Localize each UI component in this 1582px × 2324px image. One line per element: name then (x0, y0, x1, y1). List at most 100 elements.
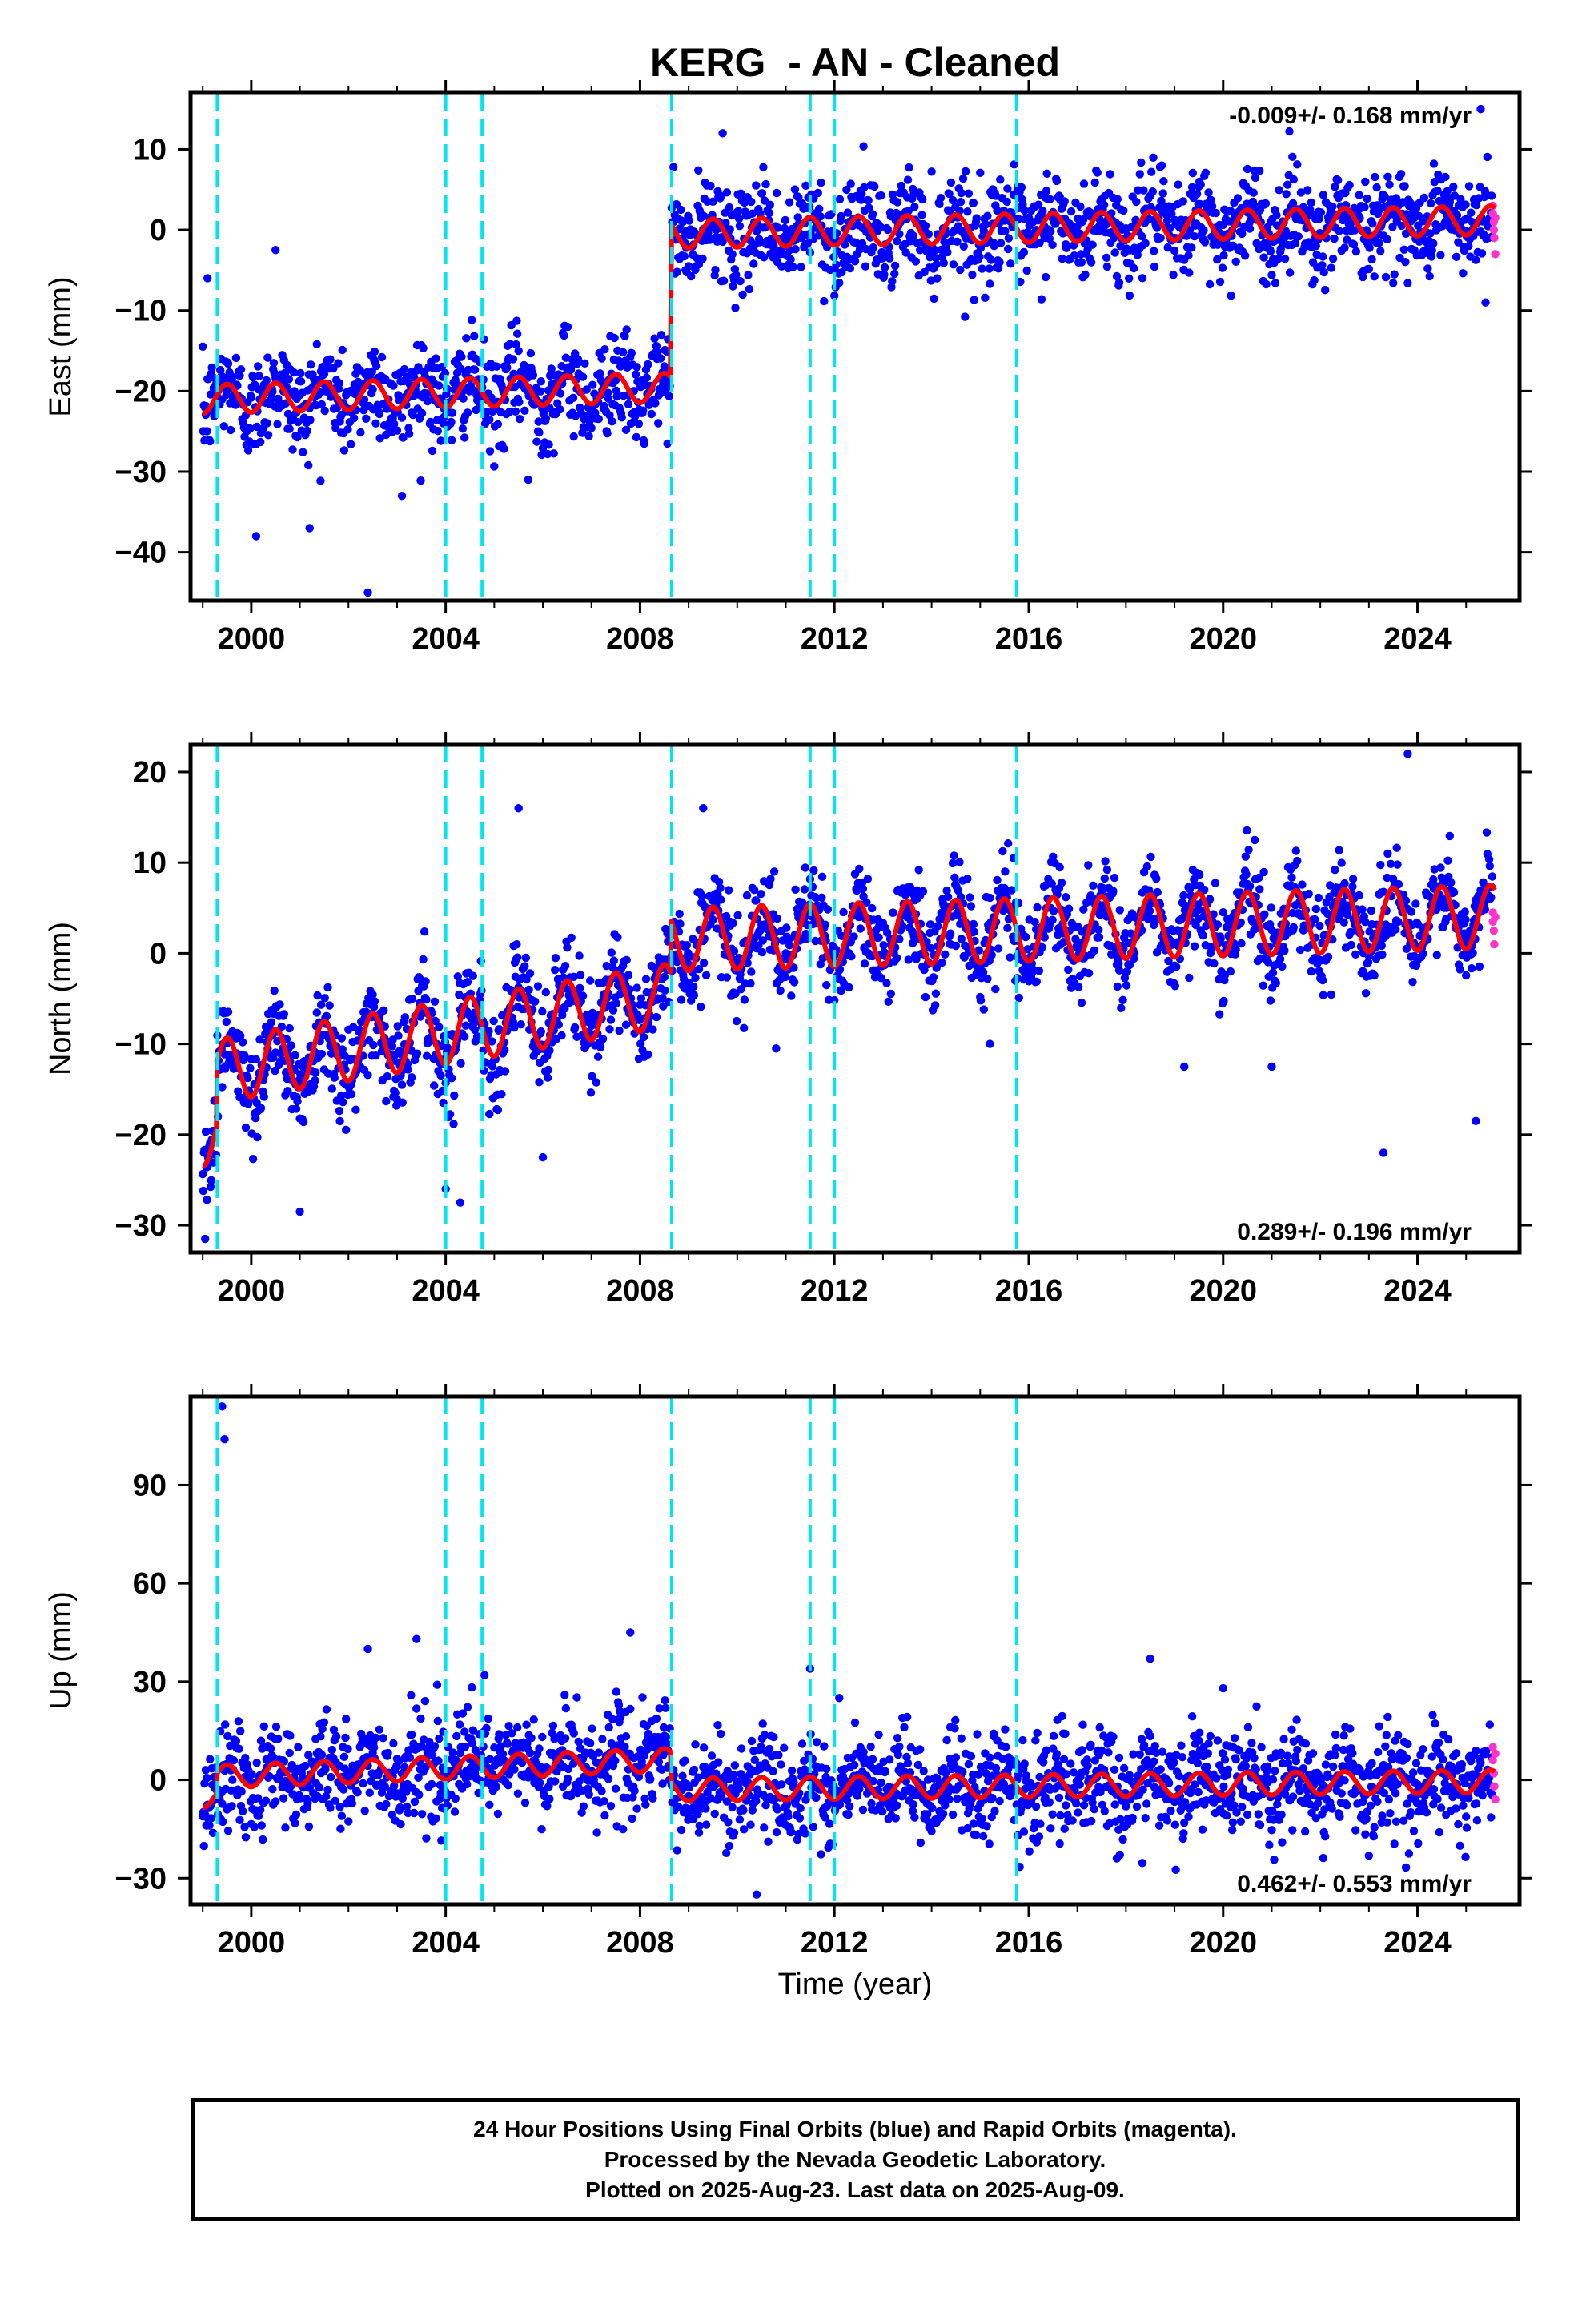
data-point (1003, 184, 1012, 193)
data-point (500, 1067, 510, 1076)
data-point (935, 915, 944, 924)
data-point (1286, 268, 1295, 277)
data-point (458, 424, 468, 433)
data-point (580, 359, 589, 368)
data-point (1419, 193, 1429, 203)
data-point (817, 872, 827, 882)
data-point (746, 979, 755, 988)
data-point (752, 896, 761, 905)
data-point (582, 385, 591, 394)
data-point (320, 406, 329, 416)
data-point (1262, 279, 1271, 289)
data-point (747, 967, 756, 976)
data-point (1000, 883, 1009, 893)
data-point (371, 419, 380, 428)
data-point (1429, 159, 1439, 168)
data-point (1460, 907, 1469, 916)
data-point (1049, 852, 1058, 862)
data-point (428, 446, 437, 456)
data-point (1100, 874, 1110, 883)
data-point (978, 264, 986, 273)
data-point (365, 1788, 374, 1797)
data-point (879, 941, 888, 950)
data-point (414, 1773, 423, 1782)
data-point (981, 293, 990, 302)
data-point (463, 408, 472, 417)
data-point (1390, 270, 1399, 279)
data-point (880, 270, 889, 279)
data-point (1294, 232, 1303, 241)
data-point (267, 1018, 276, 1027)
data-point (1046, 227, 1055, 235)
data-point (336, 1824, 345, 1833)
data-point (1288, 152, 1297, 161)
data-point (496, 1742, 505, 1751)
data-point (722, 188, 732, 197)
data-point (434, 1756, 443, 1765)
data-point (1485, 862, 1495, 870)
data-point (515, 397, 524, 407)
data-point (1204, 188, 1213, 197)
data-point (199, 1169, 207, 1179)
data-point (817, 893, 826, 903)
data-point (918, 887, 928, 896)
data-point (331, 1731, 341, 1741)
data-point (256, 437, 265, 447)
data-point (495, 1730, 504, 1739)
data-point (1349, 239, 1359, 249)
data-point (994, 944, 1003, 953)
data-point (609, 956, 618, 965)
data-point (1245, 224, 1255, 233)
data-point (647, 409, 656, 419)
rapid-point (1489, 926, 1499, 935)
data-point (830, 292, 839, 300)
data-point (687, 271, 696, 281)
data-point (878, 254, 888, 263)
data-point (794, 193, 803, 202)
data-point (969, 919, 978, 929)
data-point (640, 439, 648, 448)
rapid-orbit-points (1488, 201, 1500, 259)
data-point (351, 1105, 360, 1114)
data-point (1319, 975, 1327, 985)
data-point (1433, 186, 1442, 195)
data-point (1365, 243, 1374, 252)
data-point (658, 994, 667, 1003)
data-point (463, 1779, 472, 1789)
data-point (493, 1105, 503, 1115)
data-point (493, 420, 503, 428)
data-point (560, 331, 568, 340)
data-point (400, 364, 409, 374)
data-point (1429, 239, 1438, 248)
data-point (448, 436, 456, 444)
data-point (1185, 973, 1194, 983)
data-point (654, 419, 663, 428)
data-point (757, 947, 767, 957)
data-point (1319, 252, 1327, 261)
data-point (1057, 879, 1066, 887)
data-point (1323, 952, 1333, 962)
data-point (1205, 895, 1215, 903)
data-point (235, 1744, 243, 1753)
data-point (1472, 255, 1480, 264)
data-point (1259, 253, 1268, 262)
data-point (207, 1814, 215, 1823)
data-point (641, 975, 651, 983)
data-point (955, 858, 964, 866)
data-point (1331, 866, 1339, 875)
data-point (291, 1810, 301, 1819)
data-point (1240, 251, 1250, 260)
data-point (269, 359, 279, 368)
data-point (596, 369, 604, 378)
data-point (492, 1783, 500, 1791)
data-point (1456, 965, 1464, 974)
data-point (677, 205, 685, 215)
outlier-point (514, 804, 523, 813)
data-point (1211, 208, 1220, 218)
final-orbit-points (199, 1402, 1497, 1899)
data-point (1207, 195, 1215, 204)
data-point (505, 408, 514, 416)
data-point (1145, 907, 1154, 915)
data-point (513, 329, 522, 338)
data-point (857, 195, 865, 204)
